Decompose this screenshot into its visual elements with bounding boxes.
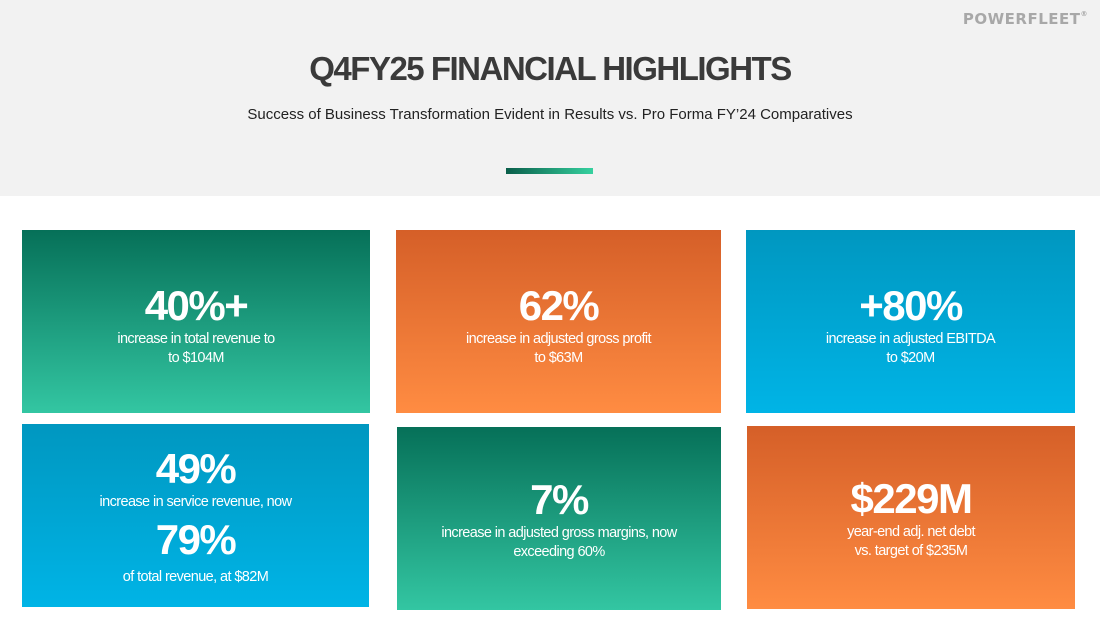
card-service-revenue: 49% increase in service revenue, now 79%…	[22, 424, 369, 607]
accent-bar	[506, 168, 593, 174]
header-band: POWERFLEET® Q4FY25 FINANCIAL HIGHLIGHTS …	[0, 0, 1100, 196]
card-gross-margins: 7% increase in adjusted gross margins, n…	[397, 427, 721, 610]
card-text: increase in service revenue, now	[99, 493, 293, 510]
card-text: increase in adjusted gross profit to $63…	[466, 330, 652, 366]
card-text: increase in total revenue to to $104M	[117, 330, 275, 366]
registered-mark: ®	[1080, 10, 1088, 18]
card-value: 49%	[155, 444, 237, 492]
card-value: $229M	[850, 474, 973, 522]
page-subtitle: Success of Business Transformation Evide…	[247, 106, 853, 123]
card-text: year-end adj. net debt vs. target of $23…	[847, 523, 975, 559]
card-value: 7%	[530, 475, 589, 523]
card-total-revenue: 40%+ increase in total revenue to to $10…	[22, 230, 370, 413]
card-net-debt: $229M year-end adj. net debt vs. target …	[747, 426, 1075, 609]
card-value-secondary: 79%	[155, 515, 237, 563]
card-value: +80%	[859, 281, 963, 329]
card-ebitda: +80% increase in adjusted EBITDA to $20M	[746, 230, 1075, 413]
card-value: 40%+	[144, 281, 249, 329]
card-text-secondary: of total revenue, at $82M	[122, 568, 269, 585]
logo-text: POWERFLEET	[962, 10, 1081, 28]
card-gross-profit: 62% increase in adjusted gross profit to…	[396, 230, 721, 413]
card-text: increase in adjusted EBITDA to $20M	[825, 330, 996, 366]
card-text: increase in adjusted gross margins, now …	[441, 524, 677, 560]
page-title: Q4FY25 FINANCIAL HIGHLIGHTS	[309, 50, 792, 87]
powerfleet-logo: POWERFLEET®	[963, 10, 1088, 28]
card-value: 62%	[518, 281, 600, 329]
